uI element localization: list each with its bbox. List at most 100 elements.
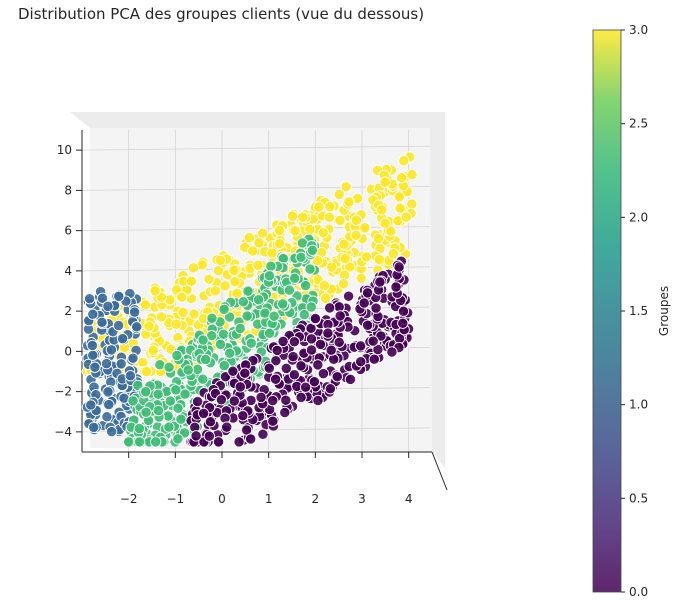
- scatter-point: [338, 238, 350, 250]
- scatter-point: [372, 232, 385, 245]
- y-tick-label: 10: [57, 143, 72, 157]
- scatter-point: [149, 285, 161, 297]
- scatter-point: [337, 278, 350, 290]
- scatter-point: [325, 344, 337, 356]
- scatter-point: [390, 281, 402, 293]
- scatter-point: [187, 262, 200, 274]
- scatter-point: [331, 371, 343, 383]
- scatter-point: [234, 381, 246, 393]
- scatter-point: [101, 411, 113, 423]
- scatter-point: [324, 383, 337, 395]
- scatter-point: [288, 369, 301, 381]
- scatter-point: [143, 320, 155, 332]
- x-tick-label: 1: [265, 492, 273, 506]
- scatter-point: [219, 280, 231, 292]
- scatter-point: [271, 344, 283, 357]
- scatter-point: [267, 415, 279, 427]
- scatter-point: [140, 386, 152, 398]
- colorbar: 0.0 0.5 1.0 1.5 2.0 2.5 3.0 Groupes: [592, 23, 671, 599]
- scatter-point: [387, 247, 399, 260]
- scatter-point: [182, 364, 194, 376]
- scatter-point: [215, 394, 228, 406]
- scatter-point: [221, 421, 233, 433]
- grid-line-y: [81, 145, 431, 151]
- colorbar-tick-label: 0.0: [629, 585, 648, 599]
- scatter-point: [217, 328, 230, 340]
- scatter-point: [299, 279, 312, 292]
- scatter-point: [342, 290, 355, 302]
- scatter-point: [197, 373, 209, 385]
- scatter-point: [175, 413, 187, 425]
- scatter-point: [204, 416, 217, 428]
- scatter-point: [123, 436, 135, 448]
- scatter-point: [393, 261, 405, 273]
- scatter-point: [295, 251, 307, 263]
- scatter-point: [375, 330, 387, 342]
- scatter-point: [245, 337, 257, 349]
- scatter-point: [87, 308, 99, 320]
- scatter-point: [396, 172, 408, 184]
- scatter-point: [317, 227, 329, 239]
- scatter-point: [283, 284, 296, 296]
- scatter-point: [370, 302, 382, 314]
- scatter-point: [394, 202, 406, 214]
- scatter-point: [398, 155, 410, 167]
- scatter-point: [252, 294, 265, 306]
- scatter-point: [308, 376, 321, 388]
- scatter-point: [223, 311, 236, 323]
- scatter-point: [305, 344, 318, 356]
- scatter-point: [206, 312, 218, 324]
- scatter-point: [319, 292, 332, 305]
- y-axis-ticks: −4 −2 0 2 4 6 8 10: [54, 143, 82, 439]
- scatter-point: [286, 210, 299, 222]
- scatter-point: [406, 198, 418, 210]
- scatter-point: [361, 319, 374, 331]
- scatter-point: [376, 204, 388, 216]
- scatter-point: [379, 176, 391, 188]
- scatter-point: [255, 391, 267, 404]
- scatter-point: [314, 338, 327, 351]
- scatter-point: [96, 292, 109, 304]
- scatter-point: [252, 259, 264, 271]
- x-tick-label: −1: [166, 492, 184, 506]
- y-tick-label: 4: [64, 264, 72, 278]
- scatter-point: [355, 272, 367, 284]
- scatter-point: [170, 318, 182, 330]
- x-tick-label: 3: [358, 492, 366, 506]
- y-tick-label: 2: [64, 304, 72, 318]
- scatter-point: [179, 388, 191, 400]
- scatter-point: [367, 335, 379, 347]
- scatter-point: [172, 402, 184, 414]
- colorbar-tick-label: 2.0: [629, 210, 648, 224]
- scatter-point: [112, 319, 125, 332]
- scatter-point: [280, 362, 292, 375]
- scatter-point: [306, 244, 319, 256]
- scatter-point: [170, 384, 182, 396]
- scatter-point: [333, 188, 345, 201]
- scatter-point: [304, 223, 316, 236]
- scatter-point: [400, 211, 412, 223]
- scatter-point: [218, 303, 230, 316]
- scatter-point: [263, 270, 276, 282]
- scatter-point: [269, 373, 282, 385]
- scatter-point: [237, 296, 249, 308]
- scatter-point: [397, 305, 410, 317]
- scatter-point: [102, 300, 114, 313]
- scatter-point: [154, 359, 166, 371]
- scatter-point: [323, 211, 335, 223]
- scatter-point: [128, 306, 141, 318]
- scatter-point: [214, 254, 226, 266]
- scatter-point: [190, 430, 202, 442]
- scatter-point: [312, 359, 324, 371]
- scatter-point: [228, 395, 240, 407]
- scatter-point: [132, 379, 144, 392]
- colorbar-ticks: 0.0 0.5 1.0 1.5 2.0 2.5 3.0: [621, 23, 648, 599]
- scatter-point: [191, 395, 204, 408]
- scatter-point: [257, 428, 269, 440]
- scatter-point: [350, 229, 362, 241]
- x-tick-label: 4: [405, 492, 413, 506]
- scatter-point: [297, 211, 309, 223]
- scatter-point: [296, 237, 309, 249]
- scatter-point: [279, 406, 291, 419]
- scatter-point: [224, 347, 236, 359]
